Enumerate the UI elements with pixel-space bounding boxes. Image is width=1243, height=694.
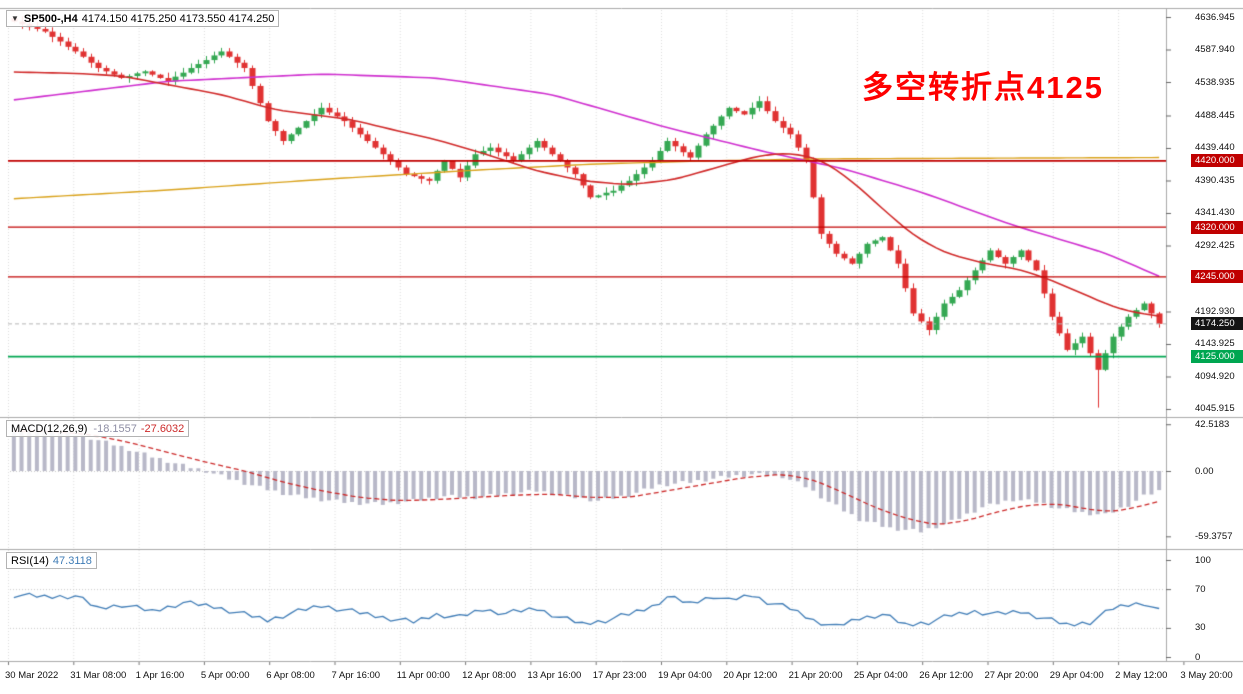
- time-axis-label: 19 Apr 04:00: [658, 670, 712, 681]
- macd-scale-label: 42.5183: [1195, 418, 1230, 430]
- time-axis-label: 2 May 12:00: [1115, 670, 1168, 681]
- price-scale-label: 4439.440: [1195, 142, 1235, 154]
- price-scale-label: 4094.920: [1195, 370, 1235, 382]
- time-axis-label: 20 Apr 12:00: [723, 670, 778, 681]
- rsi-scale-label: 0: [1195, 651, 1201, 663]
- time-axis-label: 29 Apr 04:00: [1049, 670, 1104, 681]
- time-axis-label: 31 Mar 08:00: [70, 670, 127, 681]
- annotation-text: 多空转折点4125: [862, 70, 1104, 105]
- time-axis-label: 30 Mar 2022: [5, 670, 59, 681]
- macd-signal-value: -27.6032: [140, 422, 185, 435]
- price-scale-label: 4292.425: [1195, 240, 1235, 251]
- price-scale-label: 4390.435: [1195, 174, 1235, 186]
- macd-scale-label: -59.3757: [1195, 530, 1233, 542]
- time-axis-label: 7 Apr 16:00: [331, 670, 381, 681]
- price-badge: 4420.000: [1191, 154, 1243, 168]
- rsi-scale-label: 70: [1195, 583, 1206, 595]
- rsi-name-label: RSI(14): [11, 554, 49, 567]
- rsi-scale-label: 30: [1195, 622, 1206, 634]
- time-axis-label: 25 Apr 04:00: [853, 670, 908, 681]
- time-axis-label: 3 May 20:00: [1180, 670, 1233, 681]
- price-scale-label: 4045.915: [1195, 403, 1235, 415]
- price-scale-label: 4538.935: [1195, 76, 1235, 88]
- price-scale-label: 4192.930: [1195, 305, 1235, 317]
- time-axis-label: 13 Apr 16:00: [527, 670, 582, 681]
- price-badge: 4320.000: [1191, 220, 1243, 234]
- price-scale-label: 4341.430: [1195, 207, 1235, 219]
- ohlc-values-label: 4174.150 4175.250 4173.550 4174.250: [81, 12, 275, 25]
- time-axis-label: 5 Apr 00:00: [200, 670, 250, 681]
- symbol-period-label: SP500-,H4: [23, 12, 78, 25]
- time-axis-label: 6 Apr 08:00: [266, 670, 315, 681]
- price-scale-label: 4636.945: [1195, 11, 1235, 23]
- time-axis-label: 26 Apr 12:00: [919, 670, 974, 681]
- rsi-label-box: RSI(14) 47.3118: [6, 552, 97, 569]
- collapse-arrow-icon[interactable]: ▼: [11, 14, 19, 23]
- chart-title-box: ▼ SP500-,H4 4174.150 4175.250 4173.550 4…: [6, 10, 280, 27]
- price-badge: 4245.000: [1191, 270, 1243, 284]
- rsi-value: 47.3118: [52, 554, 92, 567]
- time-axis-label: 17 Apr 23:00: [592, 670, 647, 681]
- macd-scale-label: 0.00: [1195, 465, 1214, 477]
- macd-label-box: MACD(12,26,9) -18.1557 -27.6032: [6, 420, 190, 437]
- time-axis-label: 27 Apr 20:00: [984, 670, 1039, 681]
- price-scale-label: 4587.940: [1195, 44, 1235, 55]
- time-axis-label: 21 Apr 20:00: [788, 670, 843, 681]
- price-scale-label: 4143.925: [1195, 338, 1235, 350]
- time-axis-label: 1 Apr 16:00: [135, 670, 185, 681]
- price-badge: 4125.000: [1191, 350, 1243, 364]
- macd-name-label: MACD(12,26,9): [11, 422, 88, 435]
- time-axis-label: 12 Apr 08:00: [462, 670, 516, 681]
- rsi-scale-label: 100: [1195, 554, 1211, 566]
- price-scale-label: 4488.445: [1195, 109, 1235, 121]
- time-axis-label: 11 Apr 00:00: [396, 670, 450, 681]
- macd-main-value: -18.1557: [93, 422, 137, 435]
- price-badge: 4174.250: [1191, 317, 1243, 331]
